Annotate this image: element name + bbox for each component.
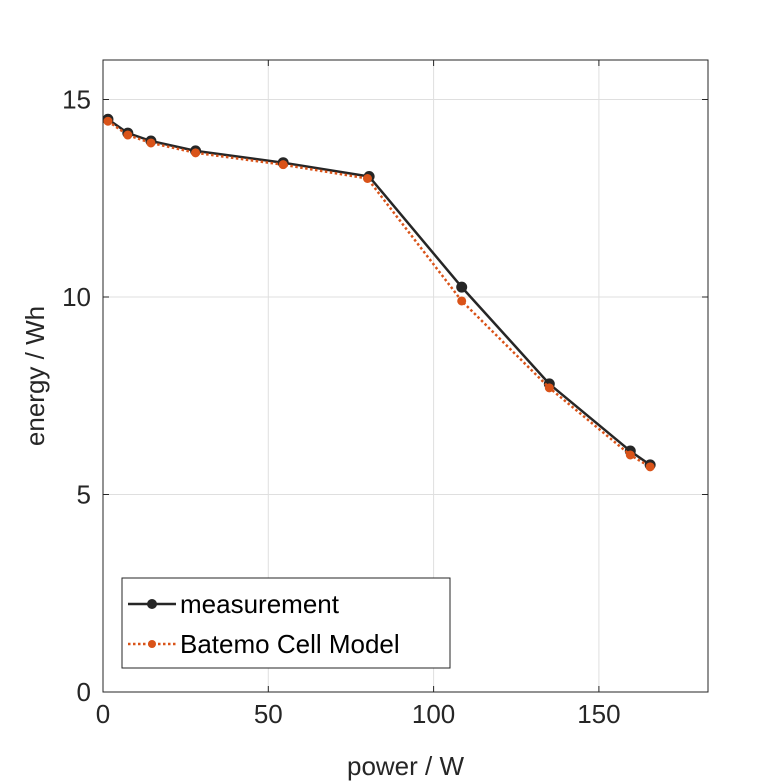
x-tick-label: 0 [96,699,110,729]
data-point [123,130,133,140]
legend-label: measurement [180,589,340,619]
series-layer [102,113,656,472]
legend-label: Batemo Cell Model [180,629,400,659]
data-point [362,174,372,183]
legend-swatch-marker [147,599,157,609]
y-tick-label: 15 [62,85,91,115]
data-point [278,160,288,170]
plot-frame [102,59,709,693]
legend-swatch-marker [148,640,156,648]
x-tick-label: 150 [577,699,620,729]
legend-box [121,577,451,669]
legend-entry-0: measurement [128,589,340,619]
y-tick-label: 10 [62,282,91,312]
y-tick-label: 0 [77,677,91,707]
legend: measurement Batemo Cell Model [121,577,451,669]
data-point [457,296,467,306]
grid [103,60,708,692]
x-tick-label: 50 [254,699,283,729]
data-point [103,116,113,126]
series-line-0 [107,118,651,466]
x-tick-label: 100 [412,699,455,729]
y-tick-label: 5 [77,480,91,510]
series-line-1 [107,120,651,468]
legend-entry-1: Batemo Cell Model [128,629,400,659]
data-point [544,383,554,393]
data-point [645,462,655,472]
series-1 [103,116,655,472]
data-point [625,450,635,460]
data-point [456,281,468,293]
x-axis-label: power / W [347,751,464,781]
ticks: 0 50 100 150 0 5 10 15 [62,60,708,729]
y-axis-label: energy / Wh [20,306,50,446]
data-point [191,148,201,158]
data-point [146,138,156,148]
legend-entries: measurement Batemo Cell Model [128,589,400,659]
